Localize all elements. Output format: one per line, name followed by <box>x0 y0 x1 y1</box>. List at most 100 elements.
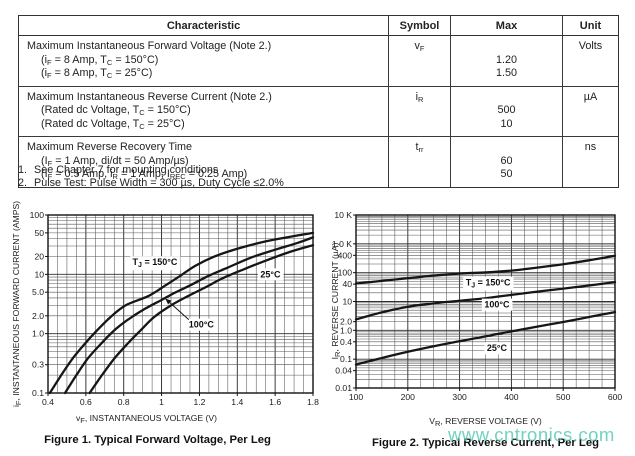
curve-label: 100°C <box>165 298 217 331</box>
y-tick-label: 0.1 <box>32 388 44 398</box>
figure1: 0.4 0.6 0.8 1 1.2 1.4 1.6 1.8 100 50 20 10 5.0 2.0 1.0… <box>0 196 330 456</box>
figure2: 100 200 300 400 500 600 10 K 1.0 K 400 100 40 10 2.0… <box>320 196 635 456</box>
max-cell: 500 10 <box>450 86 562 136</box>
x-tick-label: 100 <box>349 392 364 402</box>
x-tick-label: 600 <box>608 392 623 402</box>
y-tick-label: 0.4 <box>340 337 352 347</box>
x-tick-label: 0.6 <box>80 397 92 407</box>
unit-cell: ns <box>562 137 618 187</box>
y-tick-label: 100 <box>30 210 45 220</box>
footnotes: 1. See Chapter 7 for mounting conditions… <box>18 164 284 189</box>
y-tick-label: 20 <box>34 251 44 261</box>
svg-text:TJ = 150°C: TJ = 150°C <box>466 278 511 290</box>
unit-cell: Volts <box>562 36 618 86</box>
figure2-x-axis-label: VR, REVERSE VOLTAGE (V) <box>429 416 542 428</box>
svg-text:25°C: 25°C <box>260 269 281 279</box>
col-header-symbol: Symbol <box>388 16 450 35</box>
y-tick-label: 100 <box>338 268 353 278</box>
max-cell: 1.20 1.50 <box>450 36 562 86</box>
unit-cell: µA <box>562 86 618 136</box>
max-value: 60 <box>500 154 513 167</box>
svg-text:25°C: 25°C <box>487 343 508 353</box>
y-tick-label: 0.01 <box>335 383 352 393</box>
characteristic-cell: Maximum Instantaneous Forward Voltage (N… <box>19 36 388 86</box>
characteristic-cell: Maximum Instantaneous Reverse Current (N… <box>19 87 388 137</box>
max-value: 500 <box>497 104 516 116</box>
figure1-y-axis-label: iF, INSTANTANEOUS FORWARD CURRENT (AMPS) <box>11 200 23 408</box>
condition-line: (IF = 1 Amp, di/dt = 50 Amp/µs) <box>41 154 189 168</box>
symbol-cell: vF <box>388 36 450 86</box>
footnote: 1. See Chapter 7 for mounting conditions <box>18 164 284 177</box>
svg-text:100°C: 100°C <box>189 320 215 330</box>
curve-label: 100°C <box>481 298 513 311</box>
y-tick-label: 10 K <box>334 210 352 220</box>
y-tick-label: 1.0 <box>32 329 44 339</box>
curve-25-c <box>354 310 617 366</box>
footnote-number: 2. <box>18 176 28 189</box>
x-tick-label: 1.8 <box>307 397 319 407</box>
x-tick-label: 200 <box>401 392 416 402</box>
curve-100-c <box>63 236 315 395</box>
y-tick-label: 10 <box>342 297 352 307</box>
col-header-unit: Unit <box>562 16 618 35</box>
x-tick-label: 0.4 <box>42 397 54 407</box>
y-tick-label: 0.04 <box>335 366 352 376</box>
curve-100-c <box>354 280 617 321</box>
curve-label: TJ = 150°C <box>130 256 181 271</box>
footnote-text: See Chapter 7 for mounting conditions <box>34 164 219 176</box>
curve-tj-150-c <box>48 231 315 395</box>
y-tick-label: 40 <box>342 279 352 289</box>
figure1-x-axis-label: vF, INSTANTANEOUS VOLTAGE (V) <box>76 413 217 425</box>
x-tick-label: 400 <box>504 392 519 402</box>
watermark: www.cntronics.com <box>448 424 615 445</box>
table-row: Maximum Instantaneous Reverse Current (N… <box>19 86 618 137</box>
footnote: 2. Pulse Test: Pulse Width = 300 µs, Dut… <box>18 177 284 190</box>
condition-line: (Rated dc Voltage, TC = 150°C) <box>41 104 191 117</box>
col-header-max: Max <box>450 16 562 35</box>
curve-label: 25°C <box>257 268 284 281</box>
max-cell: 60 50 <box>450 137 562 187</box>
condition-line: (IF = 0.5 Amp, iR = 1 Amp, IREC = 0.25 A… <box>41 168 248 181</box>
max-value: 1.20 <box>495 53 517 66</box>
symbol-cell: iR <box>388 86 450 136</box>
x-tick-label: 1.6 <box>269 397 281 407</box>
curve-label: 25°C <box>484 342 510 355</box>
y-tick-label: 1.0 <box>340 325 352 335</box>
characteristic-title: Maximum Instantaneous Forward Voltage (N… <box>27 40 272 52</box>
condition-line: (Rated dc Voltage, TC = 25°C) <box>41 117 185 131</box>
curve-25-c <box>88 244 315 395</box>
max-value: 10 <box>500 117 513 130</box>
condition-line: (iF = 8 Amp, TC = 150°C) <box>41 53 159 67</box>
figure2-y-axis-label: IR, REVERSE CURRENT (µA) <box>330 242 342 360</box>
col-header-characteristic: Characteristic <box>166 20 241 32</box>
y-tick-label: 1.0 K <box>332 239 352 249</box>
figure2-caption: Figure 2. Typical Reverse Current, Per L… <box>371 437 600 449</box>
y-tick-label: 0.3 <box>32 360 44 370</box>
y-tick-label: 400 <box>338 250 353 260</box>
table-row: Maximum Instantaneous Forward Voltage (N… <box>19 36 618 87</box>
y-tick-label: 5.0 <box>32 287 44 297</box>
footnote-text: Pulse Test: Pulse Width = 300 µs, Duty C… <box>34 176 284 189</box>
condition-line: (iF = 8 Amp, TC = 25°C) <box>41 67 153 80</box>
svg-text:100°C: 100°C <box>484 300 510 310</box>
y-tick-label: 0.1 <box>340 354 352 364</box>
figure1-chart: 0.4 0.6 0.8 1 1.2 1.4 1.6 1.8 100 50 20 10 5.0 2.0 1.0… <box>30 210 320 407</box>
figure1-caption: Figure 1. Typical Forward Voltage, Per L… <box>44 434 271 446</box>
footnote-number: 1. <box>18 164 28 176</box>
x-tick-label: 1 <box>159 397 164 407</box>
x-tick-label: 0.8 <box>118 397 130 407</box>
characteristic-title: Maximum Reverse Recovery Time <box>27 141 192 153</box>
table-header-row: Characteristic Symbol Max Unit <box>19 16 618 36</box>
x-tick-label: 1.4 <box>231 397 243 407</box>
y-tick-label: 10 <box>34 269 44 279</box>
y-tick-label: 2.0 <box>32 311 44 321</box>
x-tick-label: 500 <box>556 392 571 402</box>
characteristics-table: Characteristic Symbol Max Unit Maximum I… <box>18 15 619 188</box>
max-value: 1.50 <box>495 67 517 79</box>
x-tick-label: 300 <box>452 392 467 402</box>
max-value: 50 <box>500 168 513 180</box>
y-tick-label: 2.0 <box>340 317 352 327</box>
y-tick-label: 50 <box>34 228 44 238</box>
